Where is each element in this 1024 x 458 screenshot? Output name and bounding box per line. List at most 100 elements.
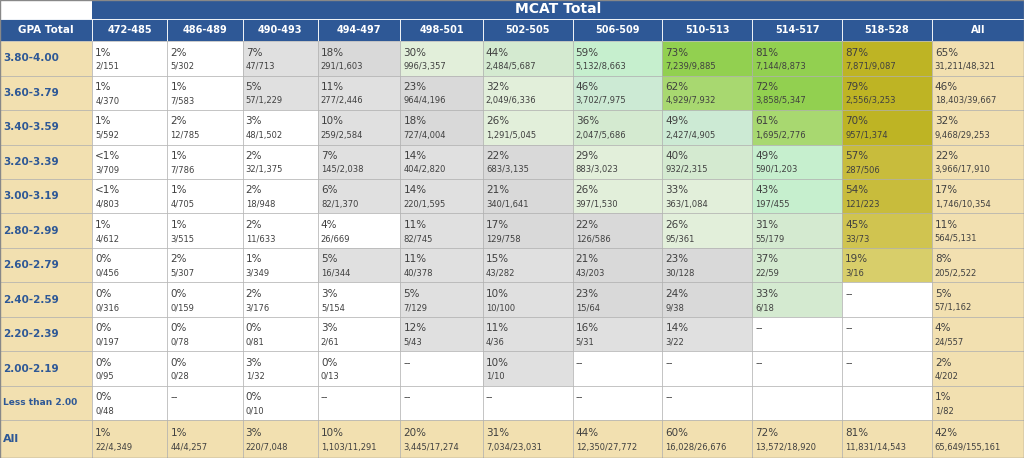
Bar: [663, 213, 753, 248]
Text: 0%: 0%: [170, 358, 186, 368]
Bar: [663, 145, 753, 179]
Bar: [317, 213, 400, 248]
Bar: [92, 317, 168, 351]
Text: 3%: 3%: [246, 116, 262, 126]
Bar: [842, 76, 932, 110]
Text: 10%: 10%: [321, 428, 344, 438]
Text: 23%: 23%: [403, 82, 427, 92]
Text: 1%: 1%: [170, 185, 187, 196]
Text: 7/583: 7/583: [170, 96, 195, 105]
Bar: [572, 179, 663, 213]
Text: 47/713: 47/713: [246, 62, 275, 71]
Bar: [92, 0, 1024, 19]
Text: 7,144/8,873: 7,144/8,873: [756, 62, 806, 71]
Text: 564/5,131: 564/5,131: [935, 234, 977, 243]
Bar: [92, 145, 168, 179]
Bar: [0, 351, 92, 386]
Bar: [572, 386, 663, 420]
Bar: [483, 386, 572, 420]
Text: 498-501: 498-501: [419, 25, 464, 35]
Bar: [317, 110, 400, 145]
Text: 1%: 1%: [95, 48, 112, 58]
Bar: [663, 179, 753, 213]
Bar: [243, 351, 317, 386]
Text: 54%: 54%: [845, 185, 868, 196]
Text: 81%: 81%: [756, 48, 778, 58]
Text: 45%: 45%: [845, 220, 868, 230]
Text: Less than 2.00: Less than 2.00: [3, 398, 77, 408]
Bar: [663, 19, 753, 41]
Text: 2.40-2.59: 2.40-2.59: [3, 294, 58, 305]
Text: 0%: 0%: [170, 323, 186, 333]
Text: 2/61: 2/61: [321, 338, 340, 347]
Text: 81%: 81%: [845, 428, 868, 438]
Text: 3/515: 3/515: [170, 234, 195, 243]
Text: 43%: 43%: [756, 185, 778, 196]
Text: 11%: 11%: [403, 254, 427, 264]
Text: 0/456: 0/456: [95, 268, 119, 278]
Text: 7,239/9,885: 7,239/9,885: [666, 62, 716, 71]
Text: 121/223: 121/223: [845, 200, 880, 209]
Bar: [572, 110, 663, 145]
Bar: [317, 283, 400, 317]
Text: 5%: 5%: [246, 82, 262, 92]
Text: 0/10: 0/10: [246, 406, 264, 415]
Bar: [483, 19, 572, 41]
Text: 0/48: 0/48: [95, 406, 114, 415]
Text: GPA Total: GPA Total: [18, 25, 74, 35]
Text: 2%: 2%: [246, 289, 262, 299]
Text: 2.00-2.19: 2.00-2.19: [3, 364, 58, 374]
Bar: [317, 386, 400, 420]
Bar: [842, 386, 932, 420]
Text: 3.00-3.19: 3.00-3.19: [3, 191, 58, 201]
Bar: [168, 283, 243, 317]
Bar: [753, 317, 842, 351]
Bar: [400, 386, 483, 420]
Text: 44%: 44%: [485, 48, 509, 58]
Text: 590/1,203: 590/1,203: [756, 165, 798, 174]
Bar: [483, 351, 572, 386]
Bar: [842, 19, 932, 41]
Text: 4%: 4%: [935, 323, 951, 333]
Bar: [0, 145, 92, 179]
Text: 0/95: 0/95: [95, 372, 114, 381]
Text: 10%: 10%: [485, 289, 509, 299]
Text: 57/1,162: 57/1,162: [935, 303, 972, 312]
Text: 32%: 32%: [485, 82, 509, 92]
Bar: [572, 145, 663, 179]
Bar: [400, 19, 483, 41]
Text: 2%: 2%: [935, 358, 951, 368]
Bar: [753, 110, 842, 145]
Text: 11%: 11%: [321, 82, 344, 92]
Text: 23%: 23%: [666, 254, 688, 264]
Text: 2,047/5,686: 2,047/5,686: [575, 131, 627, 140]
Text: 26/669: 26/669: [321, 234, 350, 243]
Text: 5%: 5%: [935, 289, 951, 299]
Text: 18/948: 18/948: [246, 200, 275, 209]
Bar: [0, 76, 92, 110]
Text: 22%: 22%: [485, 151, 509, 161]
Text: 4/370: 4/370: [95, 96, 120, 105]
Text: 60%: 60%: [666, 428, 688, 438]
Text: 932/2,315: 932/2,315: [666, 165, 708, 174]
Bar: [663, 386, 753, 420]
Bar: [168, 248, 243, 283]
Bar: [243, 19, 317, 41]
Bar: [932, 41, 1024, 76]
Text: 3/349: 3/349: [246, 268, 269, 278]
Text: 397/1,530: 397/1,530: [575, 200, 618, 209]
Text: 287/506: 287/506: [845, 165, 880, 174]
Text: 3,966/17,910: 3,966/17,910: [935, 165, 990, 174]
Text: --: --: [845, 323, 853, 333]
Bar: [842, 179, 932, 213]
Text: 33%: 33%: [756, 289, 778, 299]
Text: 2.20-2.39: 2.20-2.39: [3, 329, 58, 339]
Text: 3%: 3%: [321, 289, 337, 299]
Bar: [92, 386, 168, 420]
Bar: [932, 19, 1024, 41]
Text: 10%: 10%: [321, 116, 344, 126]
Text: 18%: 18%: [403, 116, 427, 126]
Bar: [317, 420, 400, 458]
Text: --: --: [575, 392, 583, 402]
Text: 26%: 26%: [666, 220, 688, 230]
